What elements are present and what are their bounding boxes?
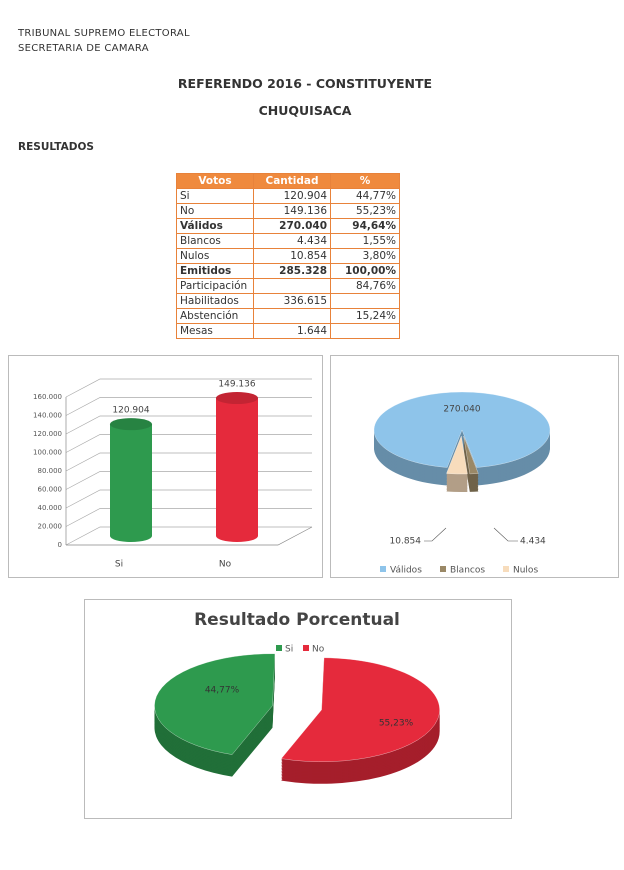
legend-label: Si — [285, 645, 293, 655]
section-title: RESULTADOS — [18, 141, 94, 153]
table-cell: 55,23% — [330, 203, 400, 219]
value-label: 270.040 — [443, 405, 480, 415]
slice — [373, 391, 551, 468]
legend-swatch — [380, 566, 386, 572]
y-tick-label: 80.000 — [38, 467, 63, 475]
table-row: Participación 84,76% — [176, 278, 400, 294]
value-label: 44,77% — [205, 686, 240, 696]
legend-label: Nulos — [513, 566, 538, 576]
table-row: Si 120.904 44,77% — [176, 188, 400, 204]
grid-line — [65, 471, 312, 490]
title: REFERENDO 2016 - CONSTITUYENTE — [177, 76, 433, 91]
table-row: No 149.136 55,23% — [176, 203, 400, 219]
table-cell: 15,24% — [330, 308, 400, 324]
table-cell: 149.136 — [253, 203, 331, 219]
grid-line — [65, 526, 312, 546]
leader — [493, 527, 518, 542]
slice — [446, 435, 468, 475]
legend-swatch — [440, 566, 446, 572]
results-table: Votos Cantidad% Si 120.904 44,77% No 149.136 55… — [176, 173, 400, 339]
y-tick-label: 120.000 — [33, 430, 62, 438]
organization: SECRETARIA DE CAMARA — [18, 43, 149, 54]
value-label: 55,23% — [379, 719, 414, 729]
legend-swatch — [503, 566, 509, 572]
legend-label: Válidos — [390, 566, 422, 576]
y-tick-label: 140.000 — [33, 412, 62, 420]
y-tick-label: 20.000 — [38, 523, 63, 531]
table-cell: Participación — [176, 278, 254, 294]
y-tick-label: 160.000 — [33, 393, 62, 401]
legend-swatch — [303, 645, 309, 651]
value-label: 10.854 — [390, 537, 422, 547]
bar-body — [110, 424, 152, 542]
header-row: Votos Cantidad% — [176, 173, 400, 189]
chart-box — [8, 355, 323, 578]
slice — [280, 657, 440, 762]
chart-title: Resultado Porcentual — [194, 610, 400, 630]
bar-body — [216, 398, 258, 542]
slice — [463, 435, 479, 475]
column-header: Votos — [176, 173, 254, 189]
subtitle: CHUQUISACA — [258, 103, 352, 118]
floor — [66, 526, 313, 546]
table-cell: 1.644 — [253, 323, 331, 339]
chart-box — [330, 355, 619, 578]
grid-line — [65, 489, 312, 509]
grid-line — [65, 434, 312, 453]
grid-line — [65, 452, 312, 472]
organization: TRIBUNAL SUPREMO ELECTORAL — [18, 28, 190, 39]
column-header: % — [330, 173, 400, 189]
x-tick-label: Si — [115, 560, 123, 570]
table-cell: 4.434 — [253, 233, 331, 249]
legend-label: No — [312, 645, 325, 655]
slice — [154, 653, 276, 755]
grid-line — [65, 397, 312, 416]
grid-line — [65, 378, 312, 398]
leader — [424, 527, 447, 542]
grid-line — [65, 508, 312, 527]
value-label: 149.136 — [218, 380, 255, 390]
y-tick-label: 60.000 — [38, 486, 63, 494]
chart-box — [84, 599, 512, 819]
y-tick-label: 0 — [58, 541, 62, 549]
table-row: Emitidos 285.328 100,00% — [176, 263, 400, 279]
table-cell — [330, 323, 400, 339]
legend-label: Blancos — [450, 566, 485, 576]
table-row: Mesas 1.644 — [176, 323, 400, 339]
bar — [216, 392, 258, 542]
table-row: Blancos 4.434 1,55% — [176, 233, 400, 249]
x-tick-label: No — [219, 560, 232, 570]
bar-top — [216, 392, 258, 405]
value-label: 4.434 — [520, 537, 546, 547]
table-cell: 1,55% — [330, 233, 400, 249]
y-tick-label: 100.000 — [33, 449, 62, 457]
table-cell: Nulos — [176, 248, 254, 264]
legend-swatch — [276, 645, 282, 651]
bar — [110, 418, 152, 542]
column-header: Cantidad — [253, 173, 331, 189]
value-label: 120.904 — [112, 406, 149, 416]
grid-line — [65, 415, 312, 435]
y-tick-label: 40.000 — [38, 504, 63, 512]
bar-top — [110, 418, 152, 431]
